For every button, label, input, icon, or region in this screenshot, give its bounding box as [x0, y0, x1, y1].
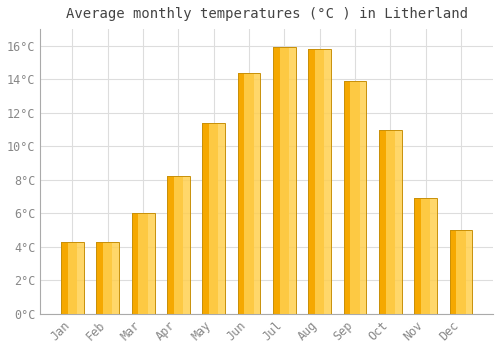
Bar	[209, 123, 225, 314]
Bar	[68, 242, 84, 314]
Bar	[202, 123, 225, 314]
Bar	[61, 242, 77, 314]
Bar	[414, 198, 437, 314]
Bar	[96, 242, 112, 314]
Bar	[238, 72, 254, 314]
Bar	[315, 49, 331, 314]
Bar	[132, 214, 154, 314]
Bar	[167, 176, 190, 314]
Bar	[280, 48, 296, 314]
Bar	[344, 81, 359, 314]
Bar	[96, 242, 119, 314]
Bar	[379, 130, 402, 314]
Bar	[308, 49, 324, 314]
Bar	[379, 130, 395, 314]
Bar	[174, 176, 190, 314]
Bar	[414, 198, 430, 314]
Bar	[238, 72, 260, 314]
Bar	[244, 72, 260, 314]
Bar	[421, 198, 437, 314]
Bar	[273, 48, 289, 314]
Bar	[103, 242, 119, 314]
Bar	[273, 48, 296, 314]
Bar	[61, 242, 84, 314]
Bar	[202, 123, 218, 314]
Bar	[450, 230, 466, 314]
Bar	[132, 214, 148, 314]
Bar	[456, 230, 472, 314]
Bar	[344, 81, 366, 314]
Title: Average monthly temperatures (°C ) in Litherland: Average monthly temperatures (°C ) in Li…	[66, 7, 468, 21]
Bar	[450, 230, 472, 314]
Bar	[350, 81, 366, 314]
Bar	[386, 130, 402, 314]
Bar	[138, 214, 154, 314]
Bar	[167, 176, 183, 314]
Bar	[308, 49, 331, 314]
